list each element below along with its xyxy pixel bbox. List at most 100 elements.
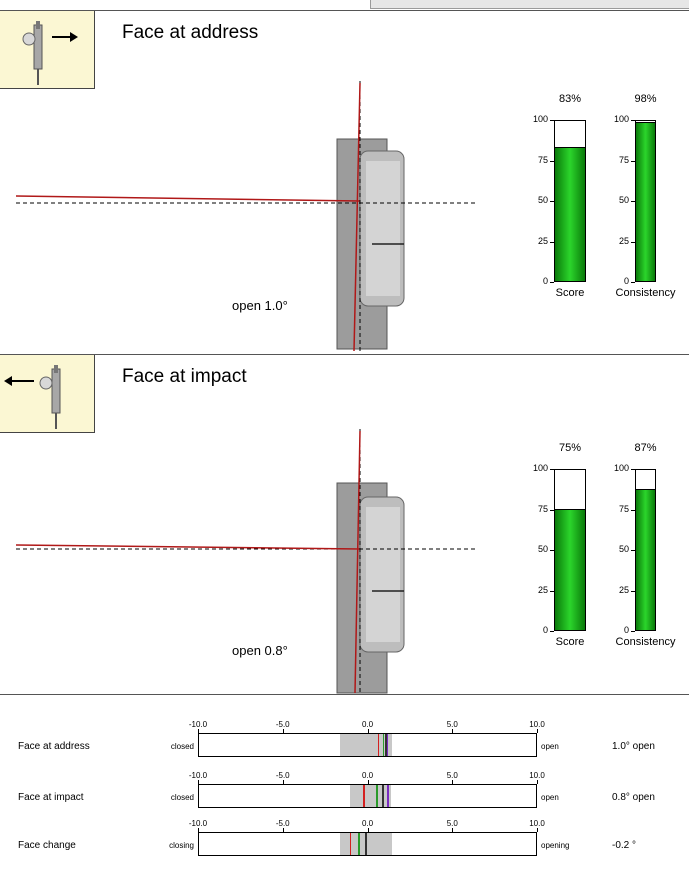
bar-tick-label: 0 bbox=[542, 625, 548, 635]
strip-tick-mark bbox=[282, 828, 284, 832]
bar-tick-label: 50 bbox=[618, 544, 629, 554]
strip-tick-mark bbox=[367, 780, 369, 784]
bar-fill bbox=[555, 146, 585, 281]
panel-title: Face at address bbox=[122, 22, 259, 43]
bar-tick-label: 25 bbox=[537, 584, 548, 595]
strip-right-end: opening bbox=[541, 841, 570, 850]
bar-tick-label: 75 bbox=[537, 503, 548, 514]
bar-tick-label: 100 bbox=[532, 114, 548, 124]
strip-tick-label: -10.0 bbox=[188, 819, 208, 828]
consistency-bar bbox=[635, 120, 656, 282]
bar-tick-label: 25 bbox=[618, 584, 629, 595]
strip-tick-label: -10.0 bbox=[188, 720, 208, 729]
strip-tick-label: 10.0 bbox=[529, 819, 545, 828]
strip-tick-label: -5.0 bbox=[275, 720, 290, 729]
strip-left-end: closed bbox=[170, 742, 194, 751]
bar-tick-mark bbox=[550, 120, 554, 121]
face-at-address-panel: Face at address open 1.0° 83% 100 75 50 25 0 S… bbox=[0, 10, 689, 354]
strip-tick-label: -10.0 bbox=[188, 771, 208, 780]
strip-tick-label: 5.0 bbox=[446, 771, 458, 780]
strip-bar bbox=[198, 832, 537, 856]
strip-label: Face change bbox=[18, 840, 76, 851]
putter-ball-arrow-left-icon bbox=[0, 355, 95, 433]
strip-left-end: closing bbox=[169, 841, 194, 850]
strip-bar bbox=[198, 784, 537, 808]
bar-tick-mark bbox=[550, 160, 554, 162]
bar-tick-mark bbox=[631, 590, 635, 592]
strip-value-mark bbox=[385, 734, 387, 756]
strip-tick-mark bbox=[452, 729, 454, 733]
bar-percent-label: 83% bbox=[558, 93, 582, 105]
bar-tick-label: 0 bbox=[623, 276, 629, 286]
bar-tick-label: 100 bbox=[613, 114, 629, 124]
strip-value-mark bbox=[365, 833, 367, 855]
bar-caption: Consistency bbox=[615, 636, 676, 648]
bar-tick-label: 75 bbox=[618, 154, 629, 165]
strip-value: -0.2 ° bbox=[612, 840, 637, 851]
strip-tick-mark bbox=[537, 828, 538, 832]
strip-left-end: closed bbox=[170, 793, 194, 802]
bar-fill bbox=[636, 122, 655, 281]
bar-tick-mark bbox=[631, 469, 635, 470]
bar-tick-label: 100 bbox=[532, 463, 548, 473]
strip-tick-label: 5.0 bbox=[446, 819, 458, 828]
strip-tick-mark bbox=[452, 780, 454, 784]
strip-mark bbox=[377, 734, 380, 756]
bar-tick-mark bbox=[550, 550, 554, 551]
strip-range bbox=[349, 785, 391, 807]
bar-tick-mark bbox=[631, 509, 635, 511]
strip-value-mark bbox=[382, 785, 384, 807]
strip-tick-label: 0.0 bbox=[361, 771, 374, 780]
strip-tick-mark bbox=[367, 729, 369, 733]
strip-tick-mark bbox=[282, 729, 284, 733]
face-at-impact-panel: Face at impact open 0.8° 75% 100 75 50 25 0 Sc… bbox=[0, 354, 689, 694]
bar-tick-mark bbox=[550, 631, 554, 632]
strip-tick-mark bbox=[282, 780, 284, 784]
strip-tick-mark bbox=[537, 729, 538, 733]
bar-tick-label: 50 bbox=[537, 544, 548, 554]
bar-caption: Score bbox=[555, 636, 585, 648]
bar-tick-mark bbox=[550, 469, 554, 470]
putter-ball-arrow-right-icon bbox=[0, 11, 95, 89]
bar-tick-mark bbox=[631, 241, 635, 243]
strip-tick-label: 0.0 bbox=[361, 819, 374, 828]
bar-percent-label: 75% bbox=[558, 442, 582, 454]
bar-tick-label: 50 bbox=[618, 195, 629, 205]
bar-tick-label: 50 bbox=[537, 195, 548, 205]
bar-tick-label: 100 bbox=[613, 463, 629, 473]
strip-mark bbox=[386, 734, 388, 756]
strip-right-end: open bbox=[541, 742, 559, 751]
strip-mark bbox=[382, 734, 385, 756]
strip-tick-mark bbox=[198, 828, 199, 832]
strip-mark bbox=[358, 833, 360, 855]
strip-right-end: open bbox=[541, 793, 559, 802]
strip-tick-label: -5.0 bbox=[275, 819, 290, 828]
strip-value: 0.8° open bbox=[612, 792, 655, 803]
strip-tick-label: 5.0 bbox=[446, 720, 458, 729]
face-angle-view bbox=[15, 429, 478, 694]
bar-tick-label: 25 bbox=[537, 235, 548, 246]
strip-tick-mark bbox=[198, 729, 199, 733]
strip-tick-mark bbox=[367, 828, 369, 832]
strip-tick-label: 10.0 bbox=[529, 771, 545, 780]
score-bar bbox=[554, 120, 586, 282]
bar-tick-mark bbox=[631, 631, 635, 632]
strip-tick-label: 10.0 bbox=[529, 720, 545, 729]
bar-tick-mark bbox=[631, 201, 635, 202]
strip-tick-mark bbox=[198, 780, 199, 784]
strip-mark bbox=[349, 833, 352, 855]
bar-fill bbox=[555, 508, 585, 630]
bar-tick-mark bbox=[631, 160, 635, 162]
face-angle-label: open 1.0° bbox=[232, 298, 288, 313]
strip-mark bbox=[376, 785, 378, 807]
bar-tick-label: 75 bbox=[618, 503, 629, 514]
bar-tick-label: 25 bbox=[618, 235, 629, 246]
bar-tick-mark bbox=[550, 509, 554, 511]
bar-tick-label: 0 bbox=[623, 625, 629, 635]
strip-mark bbox=[363, 785, 365, 807]
top-tab bbox=[370, 0, 689, 9]
strip-tick-label: -5.0 bbox=[275, 771, 290, 780]
bar-tick-label: 0 bbox=[542, 276, 548, 286]
strip-tick-label: 0.0 bbox=[361, 720, 374, 729]
strip-label: Face at address bbox=[18, 741, 90, 752]
